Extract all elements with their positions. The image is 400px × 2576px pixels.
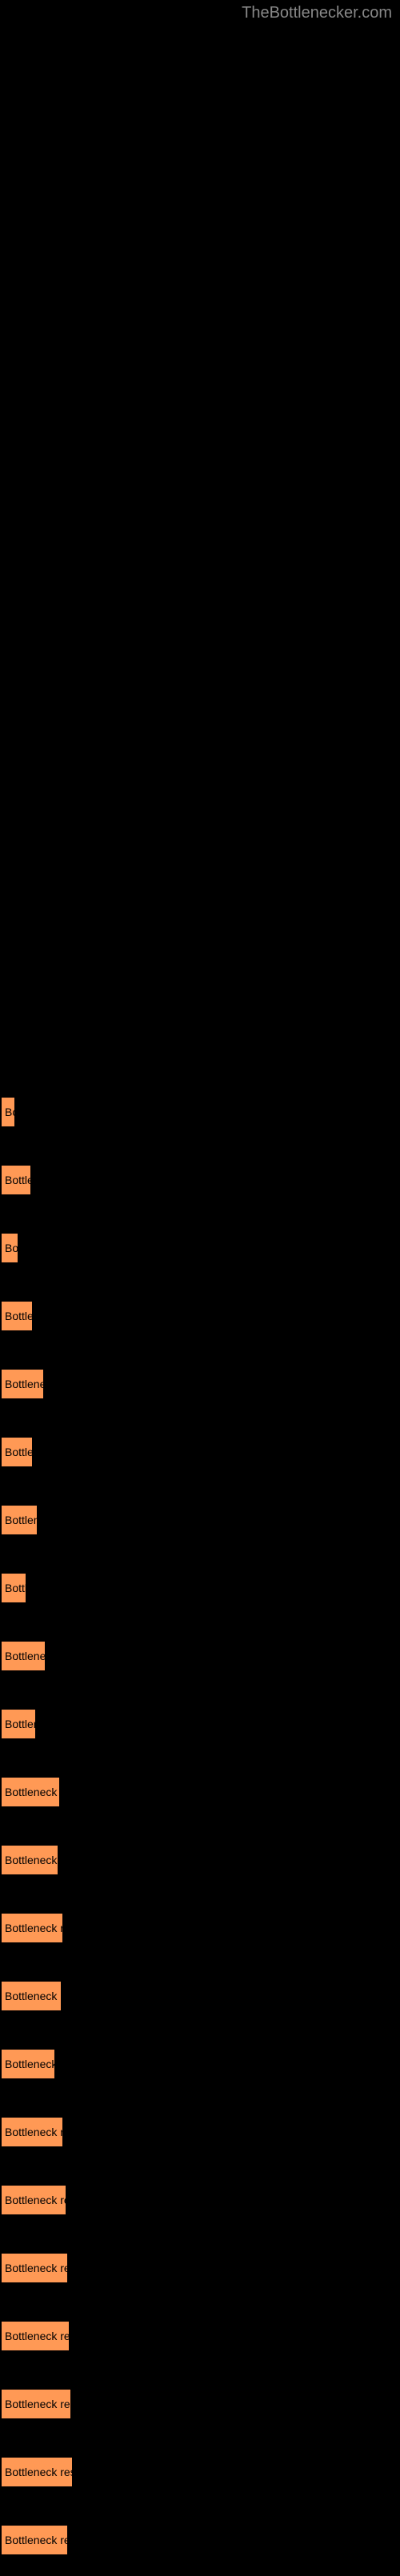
watermark-text: TheBottlenecker.com bbox=[242, 4, 392, 22]
bar-row: Bottleneck resul bbox=[0, 2032, 400, 2096]
bar-label: Bottlenec bbox=[5, 1446, 34, 1458]
chart-bar: Bo bbox=[0, 1096, 16, 1128]
bar-label: Bottleneck result bbox=[5, 1922, 64, 1934]
bar-chart: Bo Bottlene Bott Bottlenec Bottleneck re Bott… bbox=[0, 1080, 400, 2576]
chart-bar: Bottleneck result bbox=[0, 1980, 62, 2012]
bar-label: Bottleneck re bbox=[5, 1378, 45, 1390]
chart-bar: Bottleneck result bbox=[0, 2116, 64, 2148]
chart-bar: Bottlene bbox=[0, 1164, 32, 1196]
bar-label: Bo bbox=[5, 1106, 16, 1118]
bar-row: Bottlenec bbox=[0, 1284, 400, 1348]
chart-bar: Bottleneck result bbox=[0, 2252, 69, 2284]
bar-row: Bottlen bbox=[0, 1556, 400, 1620]
bar-row: Bottleneck result bbox=[0, 2440, 400, 2504]
chart-bar: Bottleneck result bbox=[0, 2456, 74, 2488]
chart-bar: Bottleneck result bbox=[0, 1912, 64, 1944]
bar-row: Bottleneck result bbox=[0, 2100, 400, 2164]
bar-row: Bottleneck result bbox=[0, 2372, 400, 2436]
bar-row: Bottleneck re bbox=[0, 1352, 400, 1416]
chart-bar: Bottlenec bbox=[0, 1300, 34, 1332]
bar-label: Bott bbox=[5, 1242, 19, 1254]
bar-label: Bottleneck res bbox=[5, 1650, 46, 1662]
bar-label: Bottleneck result bbox=[5, 2126, 64, 2138]
chart-bar: Bott bbox=[0, 1232, 19, 1264]
chart-bar: Bottleneck result bbox=[0, 2320, 70, 2352]
chart-bar: Bottlenec bbox=[0, 1436, 34, 1468]
bar-label: Bottleneck resul bbox=[5, 2058, 56, 2070]
bar-row: Bottlenec bbox=[0, 1692, 400, 1756]
chart-bar: Bottleneck result bbox=[0, 2184, 67, 2216]
bar-row: Bottleneck result bbox=[0, 2304, 400, 2368]
bar-label: Bottlenec bbox=[5, 1310, 34, 1322]
bar-label: Bottleneck result bbox=[5, 2262, 69, 2274]
bar-row: Bo bbox=[0, 1080, 400, 1144]
bar-label: Bottleneck result bbox=[5, 2534, 69, 2546]
bar-row: Bottleneck result bbox=[0, 1760, 400, 1824]
bar-row: Bottleneck bbox=[0, 1488, 400, 1552]
bar-row: Bottlenec bbox=[0, 1420, 400, 1484]
chart-bar: Bottleneck resul bbox=[0, 2048, 56, 2080]
bar-row: Bottleneck result bbox=[0, 2168, 400, 2232]
chart-bar: Bottleneck res bbox=[0, 1640, 46, 1672]
bar-row: Bottleneck result bbox=[0, 1828, 400, 1892]
bar-row: Bottleneck res bbox=[0, 1624, 400, 1688]
bar-label: Bottlenec bbox=[5, 1718, 37, 1730]
bar-row: Bottleneck result bbox=[0, 1896, 400, 1960]
chart-bar: Bottleneck result bbox=[0, 1844, 59, 1876]
chart-bar: Bottleneck result bbox=[0, 1776, 61, 1808]
bar-row: Bottleneck result bbox=[0, 2236, 400, 2300]
bar-label: Bottleneck result bbox=[5, 2398, 72, 2410]
bar-row: Bottlene bbox=[0, 1148, 400, 1212]
bar-label: Bottlene bbox=[5, 1174, 32, 1186]
chart-bar: Bottlen bbox=[0, 1572, 27, 1604]
bar-label: Bottleneck result bbox=[5, 2466, 74, 2478]
chart-bar: Bottleneck result bbox=[0, 2388, 72, 2420]
chart-bar: Bottlenec bbox=[0, 1708, 37, 1740]
chart-bar: Bottleneck bbox=[0, 1504, 38, 1536]
bar-label: Bottlen bbox=[5, 1582, 27, 1594]
bar-label: Bottleneck result bbox=[5, 2330, 70, 2342]
bar-label: Bottleneck result bbox=[5, 1786, 61, 1798]
bar-row: Bottleneck result bbox=[0, 2508, 400, 2572]
chart-bar: Bottleneck re bbox=[0, 1368, 45, 1400]
bar-label: Bottleneck result bbox=[5, 1990, 62, 2002]
bar-label: Bottleneck result bbox=[5, 2194, 67, 2206]
bar-row: Bottleneck result bbox=[0, 1964, 400, 2028]
bar-label: Bottleneck bbox=[5, 1514, 38, 1526]
bar-label: Bottleneck result bbox=[5, 1854, 59, 1866]
chart-bar: Bottleneck result bbox=[0, 2524, 69, 2556]
bar-row: Bott bbox=[0, 1216, 400, 1280]
